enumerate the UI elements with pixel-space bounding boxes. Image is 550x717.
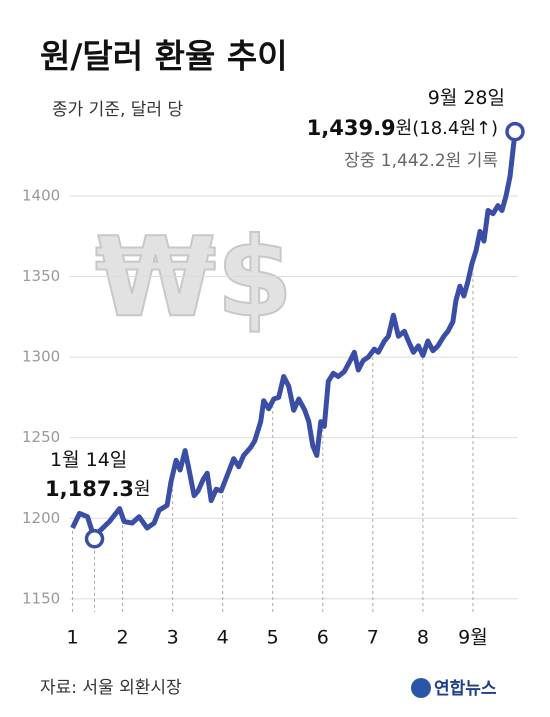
annotation-text: 1,187.3 — [45, 477, 134, 501]
x-tick-label: 9월 — [458, 627, 488, 649]
x-tick-label: 2 — [117, 627, 129, 649]
x-tick-label: 4 — [217, 627, 229, 649]
annotation-text: 1,439.9 — [307, 116, 396, 140]
annotation: 1,187.3원 — [45, 477, 151, 501]
annotation-suffix: 원 — [134, 479, 151, 500]
x-tick-label: 1 — [66, 627, 78, 649]
y-tick-label: 1150 — [22, 589, 60, 607]
annotation: 장중 1,442.2원 기록 — [344, 151, 498, 171]
y-tick-label: 1400 — [22, 186, 60, 204]
point-marker — [84, 529, 105, 549]
annotation-text: 9월 28일 — [428, 87, 505, 109]
y-tick-label: 1350 — [22, 267, 60, 285]
x-tick-label: 5 — [267, 627, 279, 649]
chart-subtitle: 종가 기준, 달러 당 — [52, 100, 183, 120]
y-tick-label: 1300 — [22, 348, 60, 366]
point-marker — [505, 121, 525, 142]
annotation-text: 1월 14일 — [50, 449, 127, 471]
x-tick-label: 3 — [167, 627, 179, 649]
annotation: 9월 28일 — [428, 87, 505, 109]
annotation-text: 장중 1,442.2원 기록 — [344, 151, 498, 171]
logo-icon — [411, 678, 431, 698]
line-series — [70, 131, 518, 542]
logo: 연합뉴스 — [411, 678, 497, 699]
annotation-suffix: 원(18.4원↑) — [396, 118, 498, 139]
x-tick-label: 8 — [417, 627, 429, 649]
watermark: ₩$ — [95, 213, 293, 341]
chart-title: 원/달러 환율 추이 — [40, 37, 288, 76]
logo-text: 연합뉴스 — [434, 678, 497, 699]
annotation: 1,439.9원(18.4원↑) — [307, 116, 498, 140]
y-tick-label: 1200 — [22, 509, 60, 527]
y-tick-label: 1250 — [22, 428, 60, 446]
x-tick-label: 6 — [317, 627, 329, 649]
x-tick-label: 7 — [367, 627, 379, 649]
source: 자료: 서울 외환시장 — [40, 678, 182, 698]
annotation: 1월 14일 — [50, 449, 127, 471]
